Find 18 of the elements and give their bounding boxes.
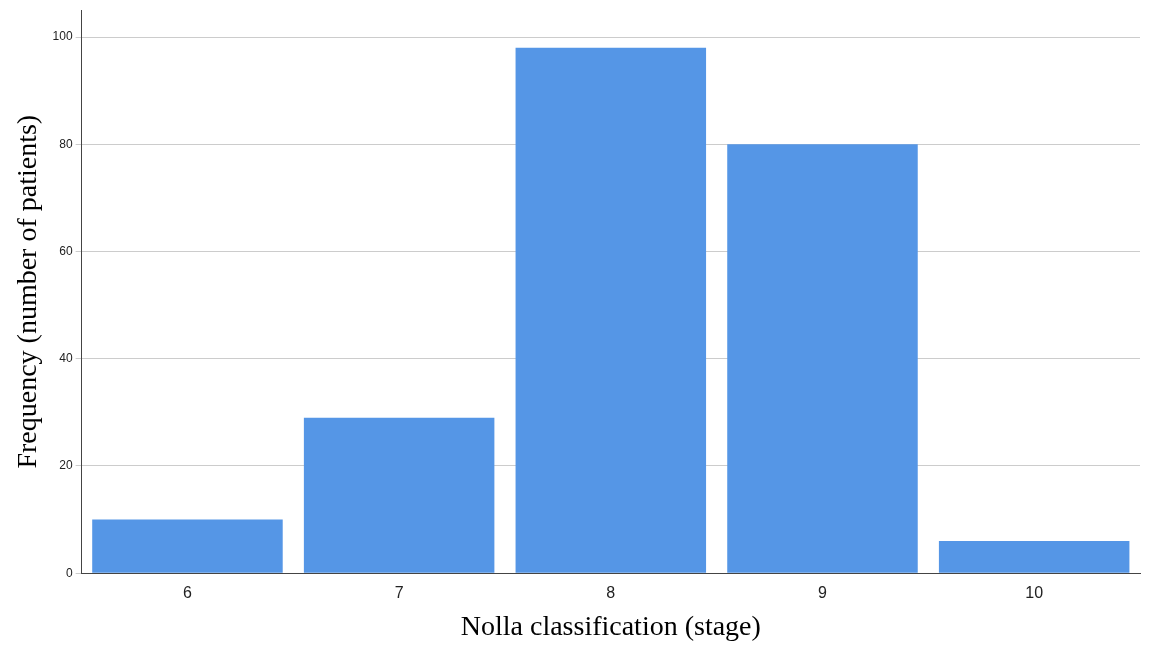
x-tick-label: 9 [818,584,828,602]
x-tick-label: 7 [394,584,404,602]
y-tick-label: 100 [52,29,73,44]
y-tick-label: 40 [59,351,73,366]
y-tick-label: 80 [59,136,73,151]
bar [92,519,283,573]
bar [938,541,1130,573]
bar [515,47,707,573]
y-tick-label: 0 [65,565,73,580]
y-tick-label: 60 [59,243,73,258]
x-tick-label: 6 [183,584,193,602]
x-axis-title: Nolla classification (stage) [460,609,761,641]
y-axis-title: Frequency (number of patients) [11,114,43,469]
y-tick-label: 20 [59,458,73,473]
bar [303,417,495,573]
bar [727,144,918,573]
x-tick-label: 10 [1025,584,1044,602]
x-tick-label: 8 [606,584,616,602]
